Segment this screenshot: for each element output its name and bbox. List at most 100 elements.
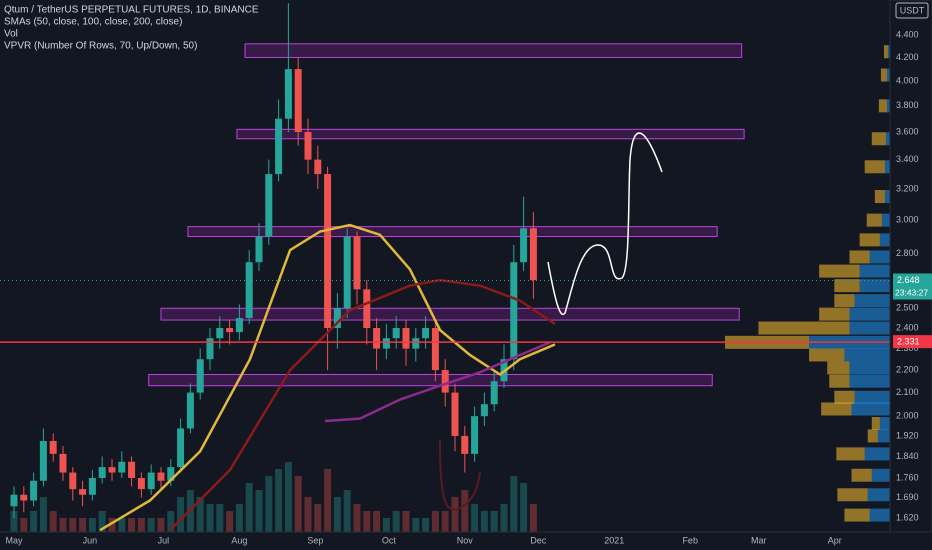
- volume-bar: [39, 497, 47, 532]
- profile-down: [819, 307, 850, 321]
- volume-bar: [529, 504, 537, 532]
- volume-bar: [196, 497, 204, 532]
- volume-bar: [461, 490, 469, 532]
- candle-body: [284, 69, 292, 119]
- candle-body: [431, 328, 439, 371]
- candle-body: [10, 494, 18, 507]
- profile-down: [834, 294, 855, 308]
- y-tick-label: 3.800: [896, 100, 919, 110]
- volume-bar: [216, 504, 224, 532]
- profile-up: [881, 213, 890, 227]
- profile-up: [879, 416, 890, 430]
- volume-bar: [275, 469, 283, 532]
- countdown-label: 23:43:27: [895, 288, 928, 298]
- candle-body: [147, 472, 155, 490]
- profile-down: [859, 233, 880, 247]
- candle-body: [529, 228, 537, 281]
- price-zone: [148, 374, 713, 387]
- candle-body: [235, 318, 243, 333]
- x-tick-label: 2021: [604, 535, 624, 545]
- volume-bar: [98, 511, 106, 532]
- candle-body: [314, 159, 322, 175]
- y-tick-label: 2.000: [896, 411, 919, 421]
- candle-body: [245, 262, 253, 319]
- candle-body: [392, 328, 400, 339]
- volume-bar: [363, 511, 371, 532]
- price-zone: [236, 128, 745, 140]
- profile-down: [871, 132, 886, 146]
- volume-bar: [510, 476, 518, 532]
- volume-bar: [206, 504, 214, 532]
- candle-body: [422, 328, 430, 339]
- profile-down: [836, 447, 865, 461]
- sma-line: [324, 341, 551, 423]
- volume-bar: [255, 490, 263, 532]
- x-tick-label: Jul: [158, 535, 170, 545]
- volume-bar: [147, 518, 155, 532]
- x-tick-label: Jun: [83, 535, 98, 545]
- profile-down: [867, 429, 878, 443]
- profile-up: [887, 45, 890, 59]
- candle-body: [128, 461, 136, 478]
- drawing-curve: [439, 439, 481, 511]
- currency-box[interactable]: [895, 2, 929, 19]
- profile-down: [880, 68, 887, 82]
- projection-curve: [547, 132, 663, 316]
- indicator-label: SMAs (50, close, 100, close, 200, close): [4, 17, 182, 28]
- candle-body: [226, 328, 234, 333]
- profile-up: [849, 321, 890, 335]
- profile-up: [879, 233, 890, 247]
- profile-up: [886, 68, 890, 82]
- candle-body: [510, 262, 518, 360]
- y-tick-label: 2.100: [896, 387, 919, 397]
- volume-bar: [441, 511, 449, 532]
- profile-down: [834, 390, 855, 404]
- y-tick-label: 2.800: [896, 248, 919, 258]
- profile-down: [834, 279, 860, 293]
- chart-title: Qtum / TetherUS PERPETUAL FUTURES, 1D, B…: [4, 5, 259, 16]
- candle-body: [20, 494, 28, 501]
- y-tick-label: 2.200: [896, 364, 919, 374]
- candle-body: [520, 228, 528, 263]
- volume-bar: [392, 511, 400, 532]
- candle-body: [363, 289, 371, 329]
- profile-up: [854, 294, 890, 308]
- price-axis: [889, 0, 932, 533]
- candle-body: [206, 338, 214, 360]
- volume-bar: [490, 511, 498, 532]
- x-tick-label: Aug: [231, 535, 247, 545]
- candle-body: [441, 370, 449, 393]
- y-tick-label: 2.400: [896, 322, 919, 332]
- candle-body: [275, 118, 283, 175]
- candle-body: [333, 308, 341, 329]
- profile-up: [869, 508, 890, 522]
- profile-up: [849, 307, 890, 321]
- y-tick-label: 1.840: [896, 451, 919, 461]
- sma-line: [99, 223, 556, 532]
- profile-up: [869, 250, 890, 264]
- volume-bar: [177, 497, 185, 532]
- candle-body: [216, 328, 224, 339]
- candle-body: [49, 440, 57, 454]
- currency-label[interactable]: USDT: [900, 5, 925, 15]
- profile-down: [871, 416, 880, 430]
- volume-bar: [333, 497, 341, 532]
- price-zone: [244, 43, 743, 58]
- candle-body: [79, 489, 87, 495]
- profile-up: [877, 429, 890, 443]
- y-tick-label: 1.620: [896, 512, 919, 522]
- candle-body: [30, 480, 38, 501]
- candle-body: [39, 440, 47, 481]
- sma-line: [169, 278, 556, 532]
- profile-down: [809, 348, 845, 362]
- volume-bar: [294, 476, 302, 532]
- profile-up: [854, 390, 890, 404]
- profile-down: [866, 213, 882, 227]
- price-zone: [160, 307, 740, 321]
- candle-body: [294, 69, 302, 132]
- profile-down: [758, 321, 850, 335]
- volume-bar: [284, 462, 292, 532]
- profile-down: [864, 160, 885, 174]
- candle-body: [186, 392, 194, 429]
- profile-up: [885, 132, 890, 146]
